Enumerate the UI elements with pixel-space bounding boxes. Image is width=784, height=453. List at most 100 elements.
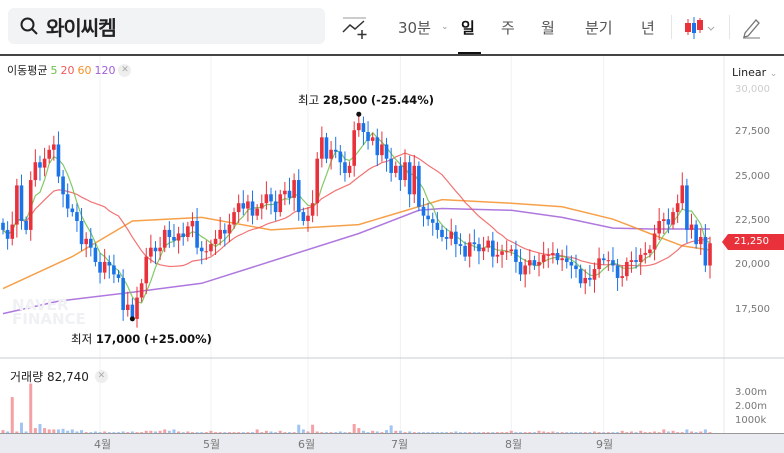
tab-30min[interactable]: 30분: [398, 19, 431, 37]
volume-bar: [611, 432, 615, 434]
volume-bar: [214, 432, 218, 434]
candle: [320, 137, 324, 159]
candle: [125, 304, 130, 310]
tab-year[interactable]: 년: [641, 19, 655, 37]
candle: [232, 212, 236, 225]
candle: [19, 185, 24, 221]
volume-bar: [574, 432, 578, 434]
volume-bar: [565, 432, 569, 434]
candle: [338, 151, 343, 163]
pencil-icon[interactable]: [742, 17, 762, 39]
candle: [135, 297, 139, 319]
current-price-tag: 21,250: [722, 234, 784, 250]
volume-bar: [662, 429, 666, 434]
candle: [514, 249, 518, 262]
candle: [638, 254, 643, 262]
volume-bar: [634, 432, 638, 434]
naver-finance-watermark: NAVER FINANCE: [12, 296, 86, 328]
tab-quarter[interactable]: 분기: [585, 19, 613, 37]
candle: [61, 176, 65, 195]
candle: [588, 277, 592, 280]
volume-bar: [144, 430, 148, 434]
candle-type-icon[interactable]: [683, 15, 719, 41]
volume-bar: [186, 431, 190, 434]
tab-week[interactable]: 주: [501, 19, 515, 37]
tab-month[interactable]: 월: [541, 19, 555, 37]
volume-bar: [694, 432, 698, 434]
volume-bar: [519, 432, 523, 434]
volume-bar: [98, 432, 102, 434]
high-value: 28,500: [322, 93, 368, 107]
volume-bar: [343, 432, 347, 434]
candle: [42, 158, 47, 168]
volume-bar: [260, 432, 264, 434]
candle: [486, 240, 490, 248]
tab-day[interactable]: 일: [461, 19, 475, 37]
header-divider: [0, 54, 784, 56]
x-tick: 4월: [94, 438, 112, 451]
candle: [15, 185, 19, 225]
stock-search-box[interactable]: 와이씨켐: [8, 8, 325, 44]
chevron-down-icon[interactable]: ⌄: [441, 22, 449, 32]
search-value[interactable]: 와이씨켐: [46, 15, 117, 40]
candle: [347, 165, 352, 173]
volume-bar: [200, 432, 204, 434]
candle: [671, 212, 675, 225]
candle: [523, 265, 527, 275]
candle: [578, 269, 583, 284]
volume-bar: [297, 424, 301, 434]
volume-bar: [583, 432, 587, 434]
volume-tick: 3.00m: [735, 387, 768, 398]
candle: [88, 238, 93, 248]
candle: [357, 123, 361, 131]
candle: [703, 237, 708, 266]
close-icon[interactable]: ✕: [94, 370, 108, 383]
volume-bar: [33, 428, 37, 434]
volume-bar: [685, 429, 689, 434]
volume-bar: [93, 431, 97, 434]
candle: [403, 162, 407, 181]
volume-bar: [357, 428, 361, 434]
indicator-add-icon[interactable]: [342, 16, 368, 40]
volume-bar: [505, 432, 509, 434]
volume-bar: [15, 431, 19, 434]
candle: [269, 194, 273, 202]
volume-bar: [435, 432, 439, 434]
candle: [236, 203, 241, 213]
candle: [33, 162, 38, 181]
candle: [52, 144, 56, 150]
candle: [620, 276, 625, 278]
volume-bar: [338, 431, 342, 434]
candle: [384, 144, 389, 159]
volume-bar: [643, 432, 647, 434]
ma-legend: 이동평균 5 20 60 120 ✕: [7, 62, 132, 78]
volume-legend: 거래량 82,740 ✕: [10, 368, 108, 385]
volume-bar: [426, 432, 430, 434]
candle: [102, 261, 107, 273]
candle: [564, 258, 569, 262]
candle: [398, 165, 403, 181]
scale-selector[interactable]: Linear ⌄: [732, 66, 777, 79]
candle: [273, 201, 278, 213]
volume-bar: [422, 432, 426, 434]
volume-bar: [89, 432, 93, 434]
candle: [606, 260, 611, 262]
candle: [481, 247, 486, 252]
candle: [518, 261, 523, 275]
volume-bar: [19, 422, 23, 434]
volume-tick: 2.00m: [735, 401, 768, 412]
volume-bar: [311, 424, 315, 434]
volume-bar: [380, 432, 384, 434]
candle: [296, 180, 301, 213]
divider: [729, 15, 730, 39]
volume-bar: [121, 431, 125, 434]
volume-bar: [375, 431, 379, 434]
ma20-label: 20: [60, 63, 75, 77]
volume-bar: [477, 432, 481, 434]
candle: [412, 165, 417, 195]
volume-bar: [588, 432, 592, 434]
ma5-line: [2, 131, 711, 304]
candle: [246, 201, 250, 209]
close-icon[interactable]: ✕: [118, 63, 132, 77]
